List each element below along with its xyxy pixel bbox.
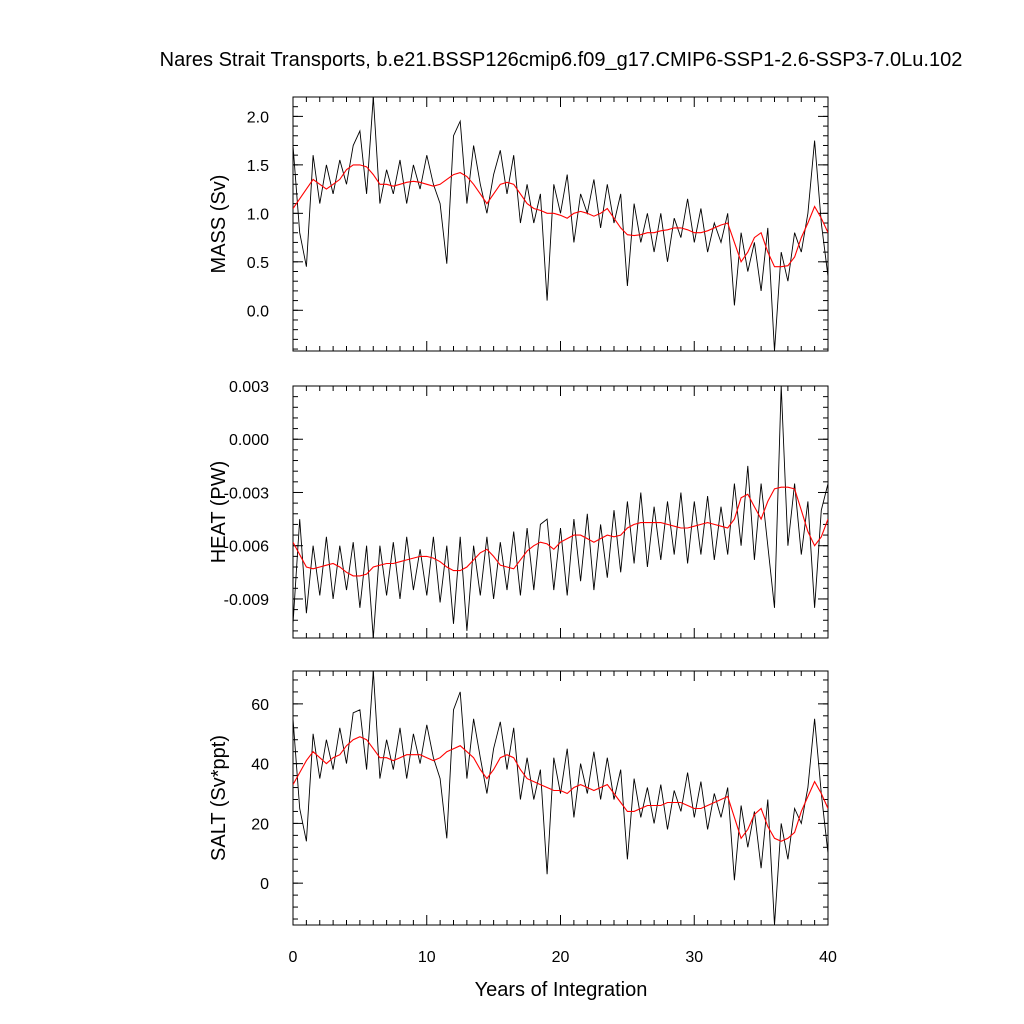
chart-title: Nares Strait Transports, b.e21.BSSP126cm… bbox=[160, 49, 963, 71]
x-tick-label: 0 bbox=[289, 949, 298, 966]
y-axis-title: HEAT (PW) bbox=[208, 461, 230, 564]
x-axis-title: Years of Integration bbox=[475, 979, 648, 1001]
y-tick-label: 20 bbox=[251, 816, 269, 833]
y-axis-title: SALT (Sv*ppt) bbox=[208, 735, 230, 861]
y-tick-label: 0.000 bbox=[229, 432, 269, 449]
y-tick-label: 1.5 bbox=[247, 158, 269, 175]
y-tick-label: 2.0 bbox=[247, 109, 269, 126]
monthly-series-line bbox=[293, 97, 828, 351]
panel-1: 2.0 1.5 1.0 0.5 0.0 MASS (Sv) bbox=[208, 96, 829, 352]
panel-frame bbox=[292, 385, 829, 639]
y-tick-label: 0.003 bbox=[229, 379, 269, 396]
annual-mean-series-line bbox=[293, 164, 828, 268]
y-tick-label: -0.003 bbox=[224, 485, 269, 502]
monthly-series-line bbox=[293, 671, 828, 925]
x-tick-label: 10 bbox=[418, 949, 436, 966]
y-tick-label: -0.009 bbox=[224, 592, 269, 609]
panel-frame bbox=[292, 96, 829, 352]
x-tick-label: 40 bbox=[819, 949, 837, 966]
y-tick-label: 0 bbox=[260, 876, 269, 893]
panels: 2.0 1.5 1.0 0.5 0.0 MASS (Sv) 0.003 0.000 -0.003… bbox=[208, 96, 837, 966]
panel-frame bbox=[292, 670, 829, 926]
annual-mean-series-line bbox=[293, 486, 828, 577]
y-axis-title: MASS (Sv) bbox=[208, 175, 230, 274]
x-tick-label: 20 bbox=[552, 949, 570, 966]
y-tick-label: 0.0 bbox=[247, 303, 269, 320]
annual-mean-series-line bbox=[293, 736, 828, 842]
panel-3: 60 40 20 0 SALT (Sv*ppt) 0 10 20 30 40 bbox=[208, 670, 837, 966]
monthly-series-line bbox=[293, 386, 828, 638]
y-tick-label: 1.0 bbox=[247, 206, 269, 223]
y-tick-label: 60 bbox=[251, 697, 269, 714]
y-tick-label: -0.006 bbox=[224, 539, 269, 556]
x-tick-label: 30 bbox=[685, 949, 703, 966]
panel-2: 0.003 0.000 -0.003 -0.006 -0.009 HEAT (PW) bbox=[208, 379, 829, 639]
y-tick-label: 0.5 bbox=[247, 255, 269, 272]
y-tick-label: 40 bbox=[251, 757, 269, 774]
